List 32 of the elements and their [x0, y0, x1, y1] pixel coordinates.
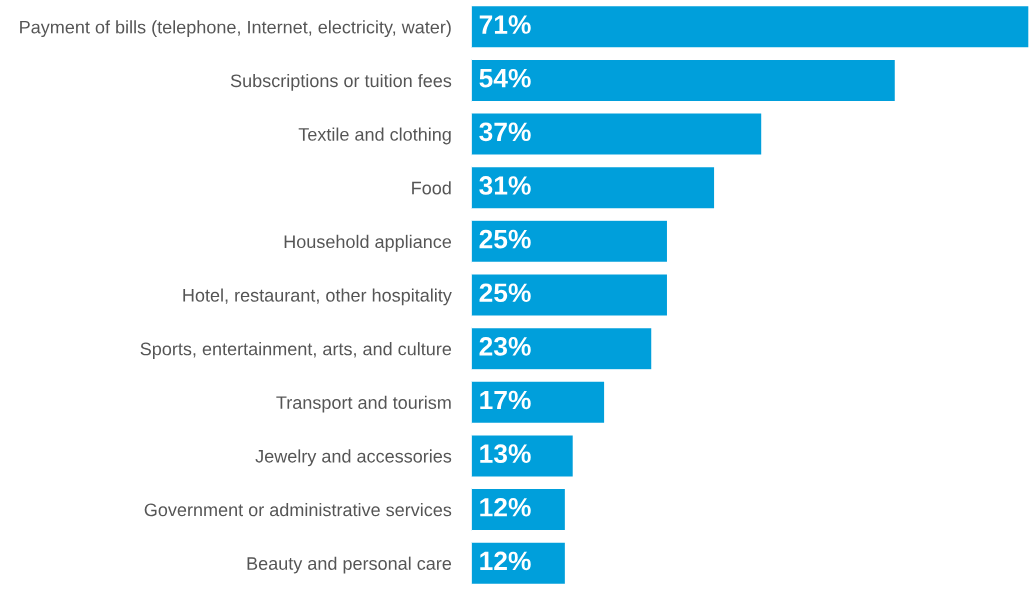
y-tick-label: Sports, entertainment, arts, and culture — [140, 342, 452, 359]
bar — [471, 541, 567, 586]
bar — [471, 326, 653, 371]
bar — [471, 380, 606, 425]
y-tick-label: Hotel, restaurant, other hospitality — [183, 288, 452, 306]
data-label: 54% — [479, 68, 531, 88]
bar — [471, 165, 716, 210]
data-label: 25% — [479, 283, 531, 303]
y-tick-label: Government or administrative services — [144, 503, 452, 517]
y-tick-label: Transport and tourism — [276, 395, 451, 413]
data-label: 25% — [479, 229, 531, 249]
bar — [471, 273, 669, 317]
bar — [471, 219, 669, 264]
data-label: 13% — [480, 444, 531, 464]
bar — [471, 112, 763, 156]
y-tick-label: Subscriptions or tuition fees — [230, 73, 452, 91]
data-label: 12% — [480, 551, 531, 571]
y-tick-label: Beauty and personal care — [247, 556, 452, 574]
data-label: 12% — [480, 497, 531, 517]
y-tick-label: Food — [412, 181, 451, 195]
bar — [471, 58, 897, 103]
bar — [471, 4, 1029, 49]
y-tick-label: Household appliance — [284, 234, 452, 252]
data-label: 17% — [480, 390, 531, 410]
y-tick-label: Payment of bills (telephone, Internet, electricity, water) — [20, 20, 451, 38]
data-label: 23% — [479, 337, 531, 356]
y-tick-label: Textile and clothing — [298, 127, 451, 145]
data-label: 71% — [479, 15, 531, 34]
bar — [471, 434, 575, 478]
data-label: 37% — [479, 122, 531, 142]
data-label: 31% — [479, 176, 531, 195]
y-tick-label: Jewelry and accessories — [255, 449, 452, 467]
